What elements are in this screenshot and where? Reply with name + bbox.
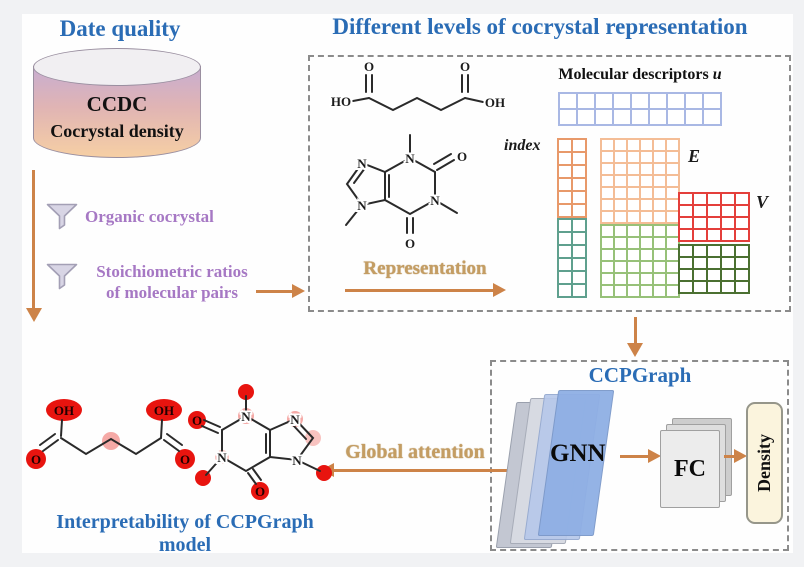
svg-text:HO: HO (331, 94, 351, 109)
svg-text:N: N (357, 198, 367, 213)
molecular-descriptors-label: Molecular descriptors u (540, 66, 740, 84)
arrow-to-ccpgraph-line (634, 317, 637, 345)
descriptors-symbol-u: u (712, 66, 722, 83)
ccpgraph-box (490, 360, 789, 551)
vertex-matrix-bottom (678, 244, 750, 294)
representation-arrow-label: Representation (363, 258, 487, 279)
edge-matrix-label: E (688, 146, 701, 166)
svg-text:O: O (180, 452, 190, 467)
svg-text:O: O (192, 413, 202, 428)
svg-text:N: N (405, 151, 415, 166)
filter-label-organic: Organic cocrystal (85, 207, 214, 226)
svg-text:O: O (457, 149, 467, 164)
svg-text:O: O (460, 59, 470, 74)
descriptors-label-text: Molecular descriptors (558, 66, 713, 83)
arrow-to-representation-head (292, 284, 305, 298)
index-matrix-top (557, 138, 587, 218)
caffeine-attention: N N N N O O (188, 384, 332, 500)
caffeine-structure: N N N N O O (345, 134, 469, 253)
svg-text:N: N (292, 453, 302, 468)
flow-arrow-down-line (32, 170, 35, 310)
fc-layer-front: FC (660, 430, 720, 508)
svg-text:N: N (357, 156, 367, 171)
funnel-icon (46, 263, 78, 290)
edge-matrix-top (600, 138, 680, 224)
database-label-density: Cocrystal density (50, 121, 184, 141)
filter-label-line2: of molecular pairs (106, 283, 238, 302)
vertex-matrix-label: V (756, 192, 769, 212)
svg-text:N: N (290, 412, 300, 427)
vertex-matrix-top (678, 192, 750, 242)
svg-text:OH: OH (485, 95, 505, 110)
representation-title: Different levels of cocrystal representa… (332, 14, 748, 39)
svg-text:N: N (430, 193, 440, 208)
interpretability-caption: Interpretability of CCPGraph model (56, 511, 314, 556)
glutaric-acid-structure: HO O O OH (329, 58, 507, 112)
svg-text:O: O (405, 236, 415, 251)
representation-arrow-line (345, 289, 493, 292)
filter-label-line1: Stoichiometric ratios (96, 262, 248, 281)
edge-matrix-bottom (600, 224, 680, 298)
svg-text:O: O (31, 452, 41, 467)
density-label: Density (754, 434, 774, 492)
global-attention-label: Global attention (345, 441, 485, 463)
database-cylinder-top (33, 48, 201, 86)
svg-text:O: O (364, 59, 374, 74)
descriptors-matrix (558, 92, 722, 126)
svg-text:O: O (255, 484, 265, 499)
arrow-fc-density-head (734, 449, 747, 463)
data-quality-title: Date quality (59, 16, 181, 41)
arrow-fc-density-line (724, 455, 736, 458)
arrow-to-ccpgraph-head (627, 343, 643, 357)
svg-text:OH: OH (154, 403, 174, 418)
svg-text:N: N (241, 409, 251, 424)
index-matrix-bottom (557, 218, 587, 298)
fc-label: FC (674, 455, 706, 482)
glutaric-acid-attention: OH OH O O (26, 399, 195, 469)
svg-text:OH: OH (54, 403, 74, 418)
arrow-to-representation-line (256, 290, 292, 293)
representation-box (308, 55, 791, 312)
index-label: index (504, 137, 541, 154)
funnel-icon (46, 203, 78, 230)
flow-arrow-down-head (26, 308, 42, 322)
filter-label-stoichiometric: Stoichiometric ratios of molecular pairs (82, 261, 262, 303)
arrow-gnn-fc-line (620, 455, 648, 458)
arrow-gnn-fc-head (648, 449, 661, 463)
svg-text:N: N (217, 450, 227, 465)
ccpgraph-title: CCPGraph (588, 363, 692, 387)
database-label-ccdc: CCDC (86, 92, 148, 116)
representation-arrow-head (493, 283, 506, 297)
density-output-box: Density (746, 402, 783, 524)
gnn-label: GNN (550, 440, 606, 467)
global-attention-arrow-line (334, 469, 507, 472)
